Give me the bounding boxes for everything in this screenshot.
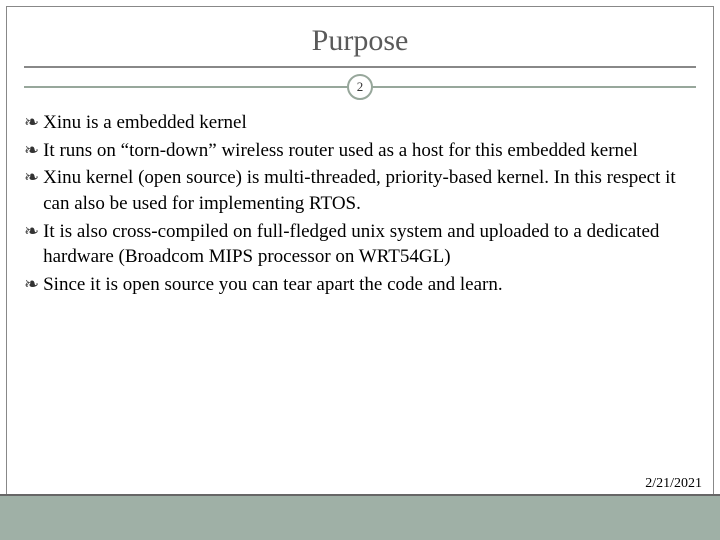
slide-title: Purpose [0,24,720,58]
bullet-icon: ❧ [24,138,39,162]
page-number: 2 [357,79,364,95]
bullet-icon: ❧ [24,219,39,243]
slide: Purpose 2 ❧ Xinu is a embedded kernel ❧ … [0,0,720,540]
list-item: ❧ Since it is open source you can tear a… [24,272,696,298]
bullet-text: Since it is open source you can tear apa… [43,272,696,298]
bullet-text: It is also cross-compiled on full-fledge… [43,219,696,270]
list-item: ❧ It is also cross-compiled on full-fled… [24,219,696,270]
bullet-text: Xinu is a embedded kernel [43,110,696,136]
page-number-badge: 2 [347,74,373,100]
content-area: ❧ Xinu is a embedded kernel ❧ It runs on… [24,110,696,480]
list-item: ❧ It runs on “torn-down” wireless router… [24,138,696,164]
bullet-icon: ❧ [24,165,39,189]
bullet-icon: ❧ [24,110,39,134]
footer-band [0,496,720,540]
bullet-icon: ❧ [24,272,39,296]
bullet-text: Xinu kernel (open source) is multi-threa… [43,165,696,216]
bullet-text: It runs on “torn-down” wireless router u… [43,138,696,164]
slide-date: 2/21/2021 [645,476,702,492]
title-underline [24,66,696,68]
list-item: ❧ Xinu is a embedded kernel [24,110,696,136]
list-item: ❧ Xinu kernel (open source) is multi-thr… [24,165,696,216]
